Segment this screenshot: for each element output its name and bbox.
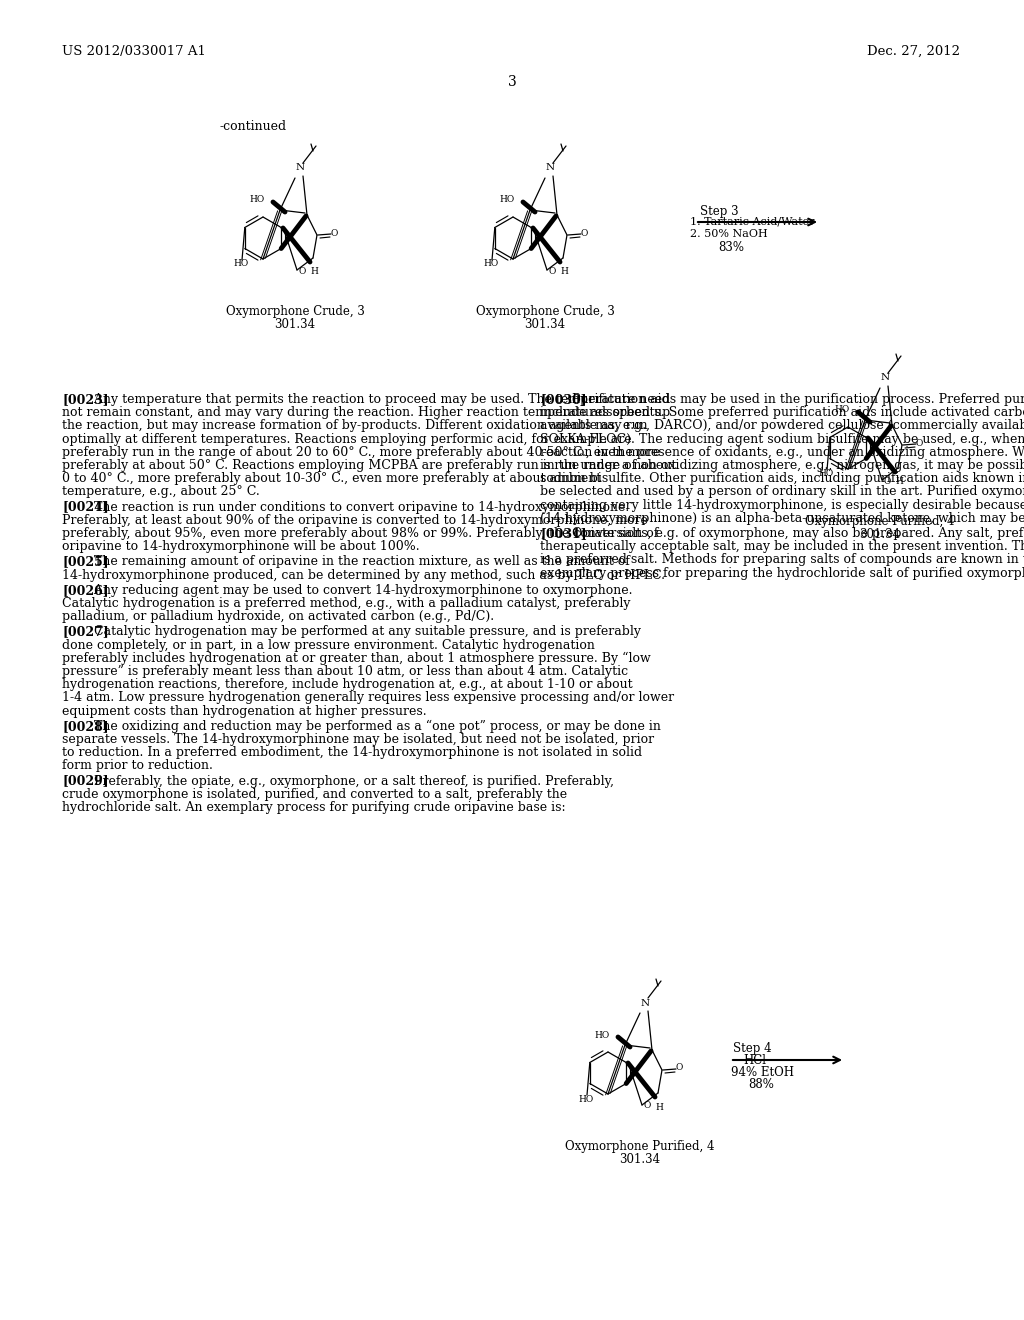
Text: [0024]: [0024] bbox=[62, 500, 109, 513]
Text: H: H bbox=[895, 478, 903, 487]
Text: Oxymorphone Crude, 3: Oxymorphone Crude, 3 bbox=[225, 305, 365, 318]
Text: Preferably, the opiate, e.g., oxymorphone, or a salt thereof, is purified. Prefe: Preferably, the opiate, e.g., oxymorphon… bbox=[90, 775, 614, 788]
Text: crude oxymorphone is isolated, purified, and converted to a salt, preferably the: crude oxymorphone is isolated, purified,… bbox=[62, 788, 567, 801]
Text: HO: HO bbox=[818, 470, 834, 479]
Text: The remaining amount of oripavine in the reaction mixture, as well as the amount: The remaining amount of oripavine in the… bbox=[90, 556, 630, 569]
Text: containing very little 14-hydroxymorphinone, is especially desirable because the: containing very little 14-hydroxymorphin… bbox=[540, 499, 1024, 512]
Text: oripavine to 14-hydroxymorphinone will be about 100%.: oripavine to 14-hydroxymorphinone will b… bbox=[62, 540, 420, 553]
Text: 301.34: 301.34 bbox=[274, 318, 315, 331]
Text: [0027]: [0027] bbox=[62, 626, 109, 639]
Text: form prior to reduction.: form prior to reduction. bbox=[62, 759, 213, 772]
Text: to reduction. In a preferred embodiment, the 14-hydroxymorphinone is not isolate: to reduction. In a preferred embodiment,… bbox=[62, 746, 642, 759]
Text: preferably at about 50° C. Reactions employing MCPBA are preferably run in the r: preferably at about 50° C. Reactions emp… bbox=[62, 459, 677, 473]
Text: Oxymorphone Purified, 4: Oxymorphone Purified, 4 bbox=[565, 1140, 715, 1152]
Text: O: O bbox=[915, 438, 923, 447]
Text: palladium, or palladium hydroxide, on activated carbon (e.g., Pd/C).: palladium, or palladium hydroxide, on ac… bbox=[62, 610, 495, 623]
Text: reaction in the presence of oxidants, e.g., under an oxidizing atmosphere. When : reaction in the presence of oxidants, e.… bbox=[540, 446, 1024, 459]
Text: 301.34: 301.34 bbox=[620, 1152, 660, 1166]
Text: HO: HO bbox=[233, 260, 248, 268]
Text: O: O bbox=[298, 267, 306, 276]
Text: is a preferred salt. Methods for preparing salts of compounds are known in the a: is a preferred salt. Methods for prepari… bbox=[540, 553, 1024, 566]
Text: Any reducing agent may be used to convert 14-hydroxymorphinone to oxymorphone.: Any reducing agent may be used to conver… bbox=[90, 583, 633, 597]
Text: available as, e.g., DARCO), and/or powdered cellulose (commercially available as: available as, e.g., DARCO), and/or powde… bbox=[540, 420, 1024, 433]
Text: 301.34: 301.34 bbox=[859, 528, 900, 541]
Text: 301.34: 301.34 bbox=[524, 318, 565, 331]
Text: O: O bbox=[675, 1064, 683, 1072]
Text: H: H bbox=[655, 1102, 663, 1111]
Text: [0028]: [0028] bbox=[62, 719, 109, 733]
Text: equipment costs than hydrogenation at higher pressures.: equipment costs than hydrogenation at hi… bbox=[62, 705, 427, 718]
Text: HO: HO bbox=[578, 1094, 593, 1104]
Text: O: O bbox=[331, 228, 338, 238]
Text: HO: HO bbox=[595, 1031, 610, 1040]
Text: not remain constant, and may vary during the reaction. Higher reaction temperatu: not remain constant, and may vary during… bbox=[62, 407, 671, 420]
Text: 1. Tartaric Acid/Water: 1. Tartaric Acid/Water bbox=[690, 216, 814, 227]
Text: hydrogenation reactions, therefore, include hydrogenation at, e.g., at about 1-1: hydrogenation reactions, therefore, incl… bbox=[62, 678, 633, 692]
Text: The reaction is run under conditions to convert oripavine to 14-hydroxymorphinon: The reaction is run under conditions to … bbox=[90, 500, 630, 513]
Text: [0029]: [0029] bbox=[62, 775, 109, 788]
Text: 83%: 83% bbox=[718, 242, 744, 253]
Text: Dec. 27, 2012: Dec. 27, 2012 bbox=[867, 45, 961, 58]
Text: O: O bbox=[581, 228, 588, 238]
Text: [0031]: [0031] bbox=[540, 527, 587, 540]
Text: preferably, about 95%, even more preferably about 98% or 99%. Preferably, the co: preferably, about 95%, even more prefera… bbox=[62, 527, 658, 540]
Text: 2. 50% NaOH: 2. 50% NaOH bbox=[690, 228, 768, 239]
Text: Purification aids may be used in the purification process. Preferred purificatio: Purification aids may be used in the pur… bbox=[568, 393, 1024, 407]
Text: O: O bbox=[884, 477, 891, 486]
Text: Preferably, at least about 90% of the oripavine is converted to 14-hydroxymorphi: Preferably, at least about 90% of the or… bbox=[62, 513, 648, 527]
Text: 88%: 88% bbox=[748, 1078, 774, 1092]
Text: Step 3: Step 3 bbox=[700, 205, 738, 218]
Text: optimally at different temperatures. Reactions employing performic acid, for exa: optimally at different temperatures. Rea… bbox=[62, 433, 632, 446]
Text: the reaction, but may increase formation of by-products. Different oxidation age: the reaction, but may increase formation… bbox=[62, 420, 647, 433]
Text: H: H bbox=[310, 268, 317, 276]
Text: sodium bisulfite. Other purification aids, including purification aids known in : sodium bisulfite. Other purification aid… bbox=[540, 473, 1024, 486]
Text: N: N bbox=[640, 998, 649, 1007]
Text: Catalytic hydrogenation is a preferred method, e.g., with a palladium catalyst, : Catalytic hydrogenation is a preferred m… bbox=[62, 597, 631, 610]
Text: The oxidizing and reduction may be performed as a “one pot” process, or may be d: The oxidizing and reduction may be perfo… bbox=[90, 719, 660, 733]
Text: N: N bbox=[296, 164, 304, 173]
Text: [0026]: [0026] bbox=[62, 583, 109, 597]
Text: US 2012/0330017 A1: US 2012/0330017 A1 bbox=[62, 45, 206, 58]
Text: Step 4: Step 4 bbox=[733, 1041, 772, 1055]
Text: O: O bbox=[643, 1101, 650, 1110]
Text: temperature, e.g., about 25° C.: temperature, e.g., about 25° C. bbox=[62, 486, 260, 499]
Text: HO: HO bbox=[483, 260, 499, 268]
Text: 0 to 40° C., more preferably about 10-30° C., even more preferably at about ambi: 0 to 40° C., more preferably about 10-30… bbox=[62, 473, 601, 486]
Text: be selected and used by a person of ordinary skill in the art. Purified oxymorph: be selected and used by a person of ordi… bbox=[540, 486, 1024, 499]
Text: N: N bbox=[881, 374, 890, 383]
Text: separate vessels. The 14-hydroxymorphinone may be isolated, but need not be isol: separate vessels. The 14-hydroxymorphino… bbox=[62, 733, 654, 746]
Text: (14-hydroxymorphinone) is an alpha-beta-unsaturated ketone, which may be a carci: (14-hydroxymorphinone) is an alpha-beta-… bbox=[540, 512, 1024, 525]
Text: hydrochloride salt. An exemplary process for purifying crude oripavine base is:: hydrochloride salt. An exemplary process… bbox=[62, 801, 565, 814]
Text: pressure” is preferably meant less than about 10 atm, or less than about 4 atm. : pressure” is preferably meant less than … bbox=[62, 665, 628, 678]
Text: 1-4 atm. Low pressure hydrogenation generally requires less expensive processing: 1-4 atm. Low pressure hydrogenation gene… bbox=[62, 692, 674, 705]
Text: HCl: HCl bbox=[743, 1053, 766, 1067]
Text: HO: HO bbox=[250, 195, 265, 205]
Text: exemplary process for preparing the hydrochloride salt of purified oxymorphone i: exemplary process for preparing the hydr… bbox=[540, 566, 1024, 579]
Text: Oxymorphone Crude, 3: Oxymorphone Crude, 3 bbox=[475, 305, 614, 318]
Text: HO: HO bbox=[500, 195, 515, 205]
Text: Any temperature that permits the reaction to proceed may be used. The temperatur: Any temperature that permits the reactio… bbox=[90, 393, 671, 407]
Text: [0030]: [0030] bbox=[540, 393, 587, 407]
Text: 94% EtOH: 94% EtOH bbox=[731, 1067, 794, 1078]
Text: therapeutically acceptable salt, may be included in the present invention. The h: therapeutically acceptable salt, may be … bbox=[540, 540, 1024, 553]
Text: N: N bbox=[546, 164, 555, 173]
Text: SOLKA-FLOC). The reducing agent sodium bisulfite may be used, e.g., when perform: SOLKA-FLOC). The reducing agent sodium b… bbox=[540, 433, 1024, 446]
Text: 14-hydroxymorphinone produced, can be determined by any method, such as by TLC o: 14-hydroxymorphinone produced, can be de… bbox=[62, 569, 665, 582]
Text: Oxymorphone Purified, 4: Oxymorphone Purified, 4 bbox=[805, 515, 954, 528]
Text: preferably run in the range of about 20 to 60° C., more preferably about 40-50° : preferably run in the range of about 20 … bbox=[62, 446, 660, 459]
Text: Opiate salts, e.g. of oxymorphone, may also be prepared. Any salt, preferably a: Opiate salts, e.g. of oxymorphone, may a… bbox=[568, 527, 1024, 540]
Text: is run under a non-oxidizing atmosphere, e.g., nitrogen gas, it may be possible : is run under a non-oxidizing atmosphere,… bbox=[540, 459, 1024, 473]
Text: -continued: -continued bbox=[220, 120, 287, 133]
Text: 3: 3 bbox=[508, 75, 516, 88]
Text: Catalytic hydrogenation may be performed at any suitable pressure, and is prefer: Catalytic hydrogenation may be performed… bbox=[90, 626, 641, 639]
Text: [0025]: [0025] bbox=[62, 556, 109, 569]
Text: [0023]: [0023] bbox=[62, 393, 109, 407]
Text: H: H bbox=[560, 268, 568, 276]
Text: HO: HO bbox=[835, 405, 850, 414]
Text: include adsorbents. Some preferred purification aids include activated carbon (c: include adsorbents. Some preferred purif… bbox=[540, 407, 1024, 420]
Text: done completely, or in part, in a low pressure environment. Catalytic hydrogenat: done completely, or in part, in a low pr… bbox=[62, 639, 595, 652]
Text: O: O bbox=[548, 267, 556, 276]
Text: preferably includes hydrogenation at or greater than, about 1 atmosphere pressur: preferably includes hydrogenation at or … bbox=[62, 652, 650, 665]
